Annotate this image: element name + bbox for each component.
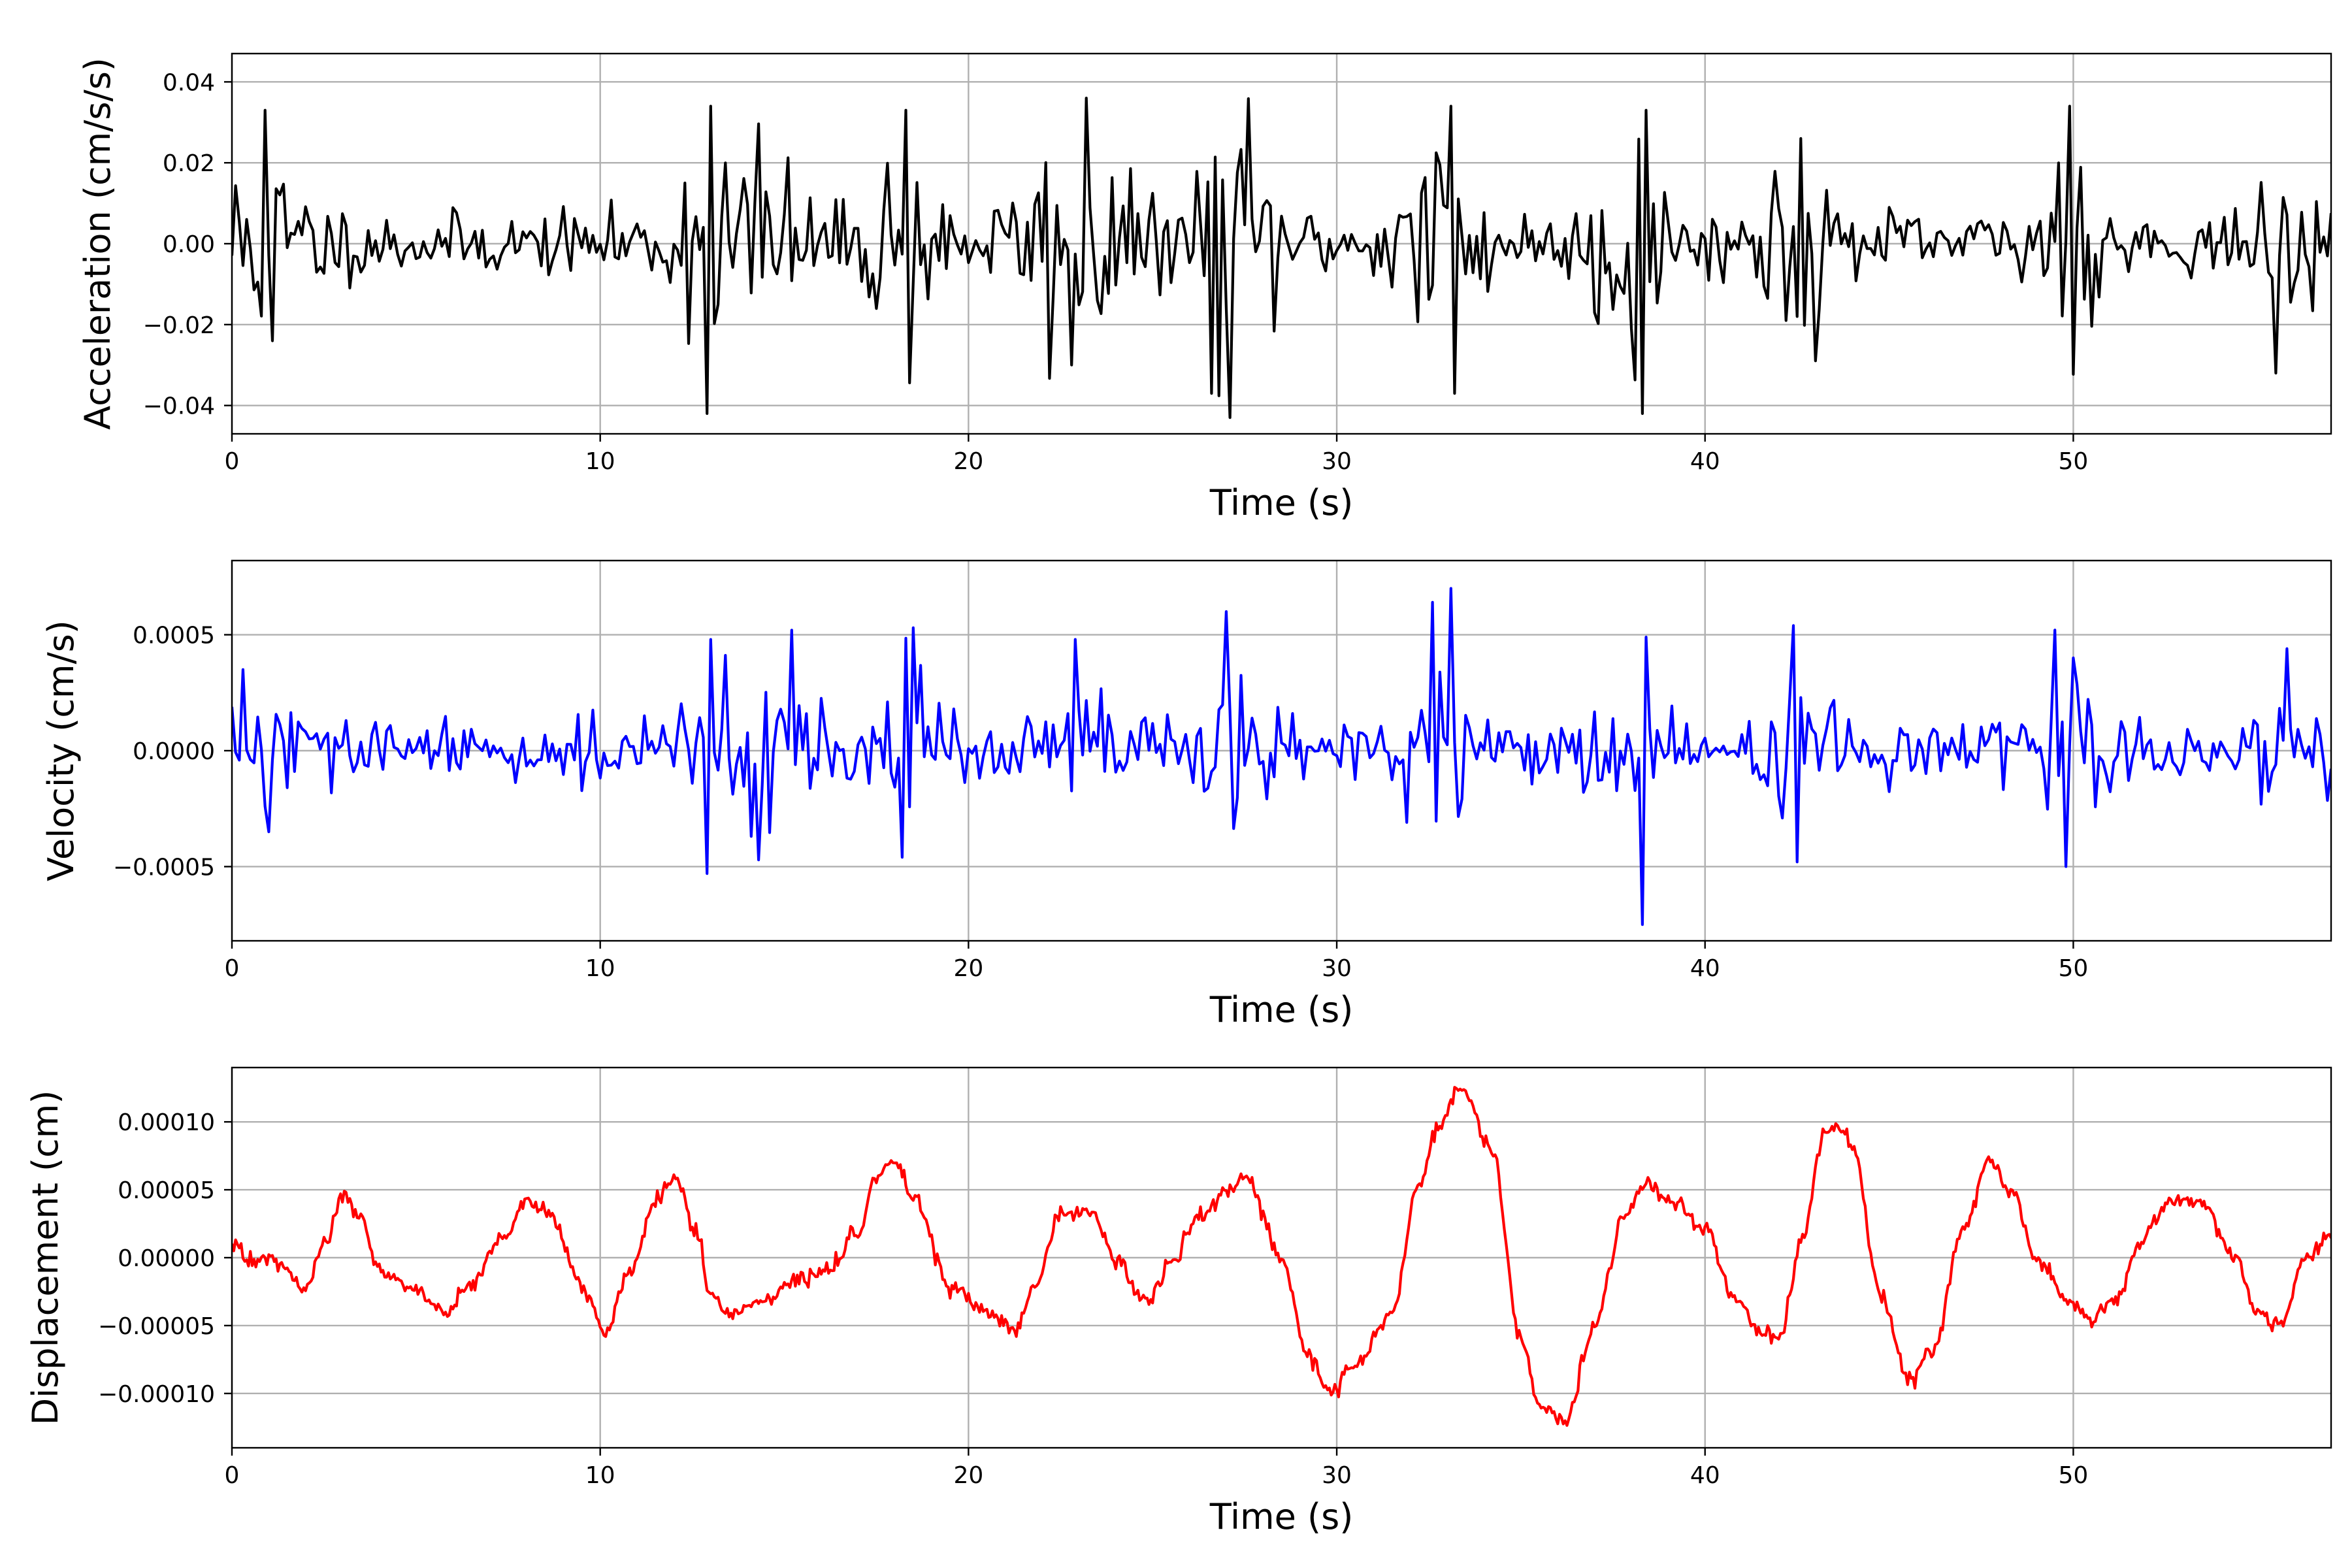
acceleration-x-axis-label: Time (s)	[1209, 482, 1354, 523]
displacement-y-tick-label-3: 0.00005	[118, 1177, 215, 1204]
displacement-x-tick-label-2: 20	[953, 1462, 983, 1489]
displacement-y-tick-label-0: −0.00010	[98, 1381, 215, 1408]
displacement-x-tick-label-3: 30	[1322, 1462, 1352, 1489]
acceleration-x-tick-label-1: 10	[585, 448, 615, 475]
acceleration-y-tick-label-1: −0.02	[143, 312, 215, 339]
acceleration-y-axis-label: Acceleration (cm/s/s)	[77, 57, 118, 430]
velocity-x-tick-label-2: 20	[953, 955, 983, 982]
acceleration-y-tick-label-2: 0.00	[163, 231, 215, 258]
velocity-series-line	[232, 587, 2331, 926]
acceleration-y-tick-label-3: 0.02	[163, 150, 215, 177]
displacement-x-tick-label-5: 50	[2059, 1462, 2089, 1489]
displacement-y-tick-label-4: 0.00010	[118, 1109, 215, 1136]
displacement-y-tick-label-1: −0.00005	[98, 1313, 215, 1340]
acceleration-y-tick-label-0: −0.04	[143, 393, 215, 420]
displacement-y-tick-label-2: 0.00000	[118, 1245, 215, 1272]
acceleration-x-tick-label-4: 40	[1690, 448, 1720, 475]
velocity-x-tick-label-5: 50	[2059, 955, 2089, 982]
acceleration-subplot: 0 10 20 30 40 50 −0.04 −0.02 0.00 0.02 0.04 Time (s…	[77, 52, 2332, 523]
acceleration-x-tick-label-2: 20	[953, 448, 983, 475]
acceleration-y-tick-label-4: 0.04	[163, 69, 215, 96]
velocity-y-tick-label-0: −0.0005	[113, 854, 215, 881]
displacement-x-axis-label: Time (s)	[1209, 1496, 1354, 1537]
velocity-x-tick-label-3: 30	[1322, 955, 1352, 982]
displacement-series-line	[232, 1086, 2331, 1427]
velocity-x-tick-label-4: 40	[1690, 955, 1720, 982]
acceleration-x-tick-label-0: 0	[225, 448, 240, 475]
velocity-x-axis-label: Time (s)	[1209, 989, 1354, 1030]
acceleration-x-tick-label-3: 30	[1322, 448, 1352, 475]
acceleration-x-tick-label-5: 50	[2059, 448, 2089, 475]
displacement-y-axis-label: Displacement (cm)	[25, 1090, 66, 1426]
displacement-subplot: 0 10 20 30 40 50 −0.00010 −0.00005 0.00000 0.0000…	[25, 1066, 2332, 1537]
velocity-x-tick-label-1: 10	[585, 955, 615, 982]
displacement-x-tick-label-4: 40	[1690, 1462, 1720, 1489]
displacement-x-tick-label-0: 0	[225, 1462, 240, 1489]
velocity-subplot: 0 10 20 30 40 50 −0.0005 0.0000 0.0005 Time (s) Ve…	[41, 559, 2332, 1030]
displacement-x-tick-label-1: 10	[585, 1462, 615, 1489]
velocity-y-tick-label-2: 0.0005	[133, 623, 215, 649]
velocity-y-tick-label-1: 0.0000	[133, 738, 215, 765]
velocity-x-tick-label-0: 0	[225, 955, 240, 982]
acceleration-series-line	[232, 97, 2331, 419]
velocity-y-axis-label: Velocity (cm/s)	[41, 620, 82, 881]
